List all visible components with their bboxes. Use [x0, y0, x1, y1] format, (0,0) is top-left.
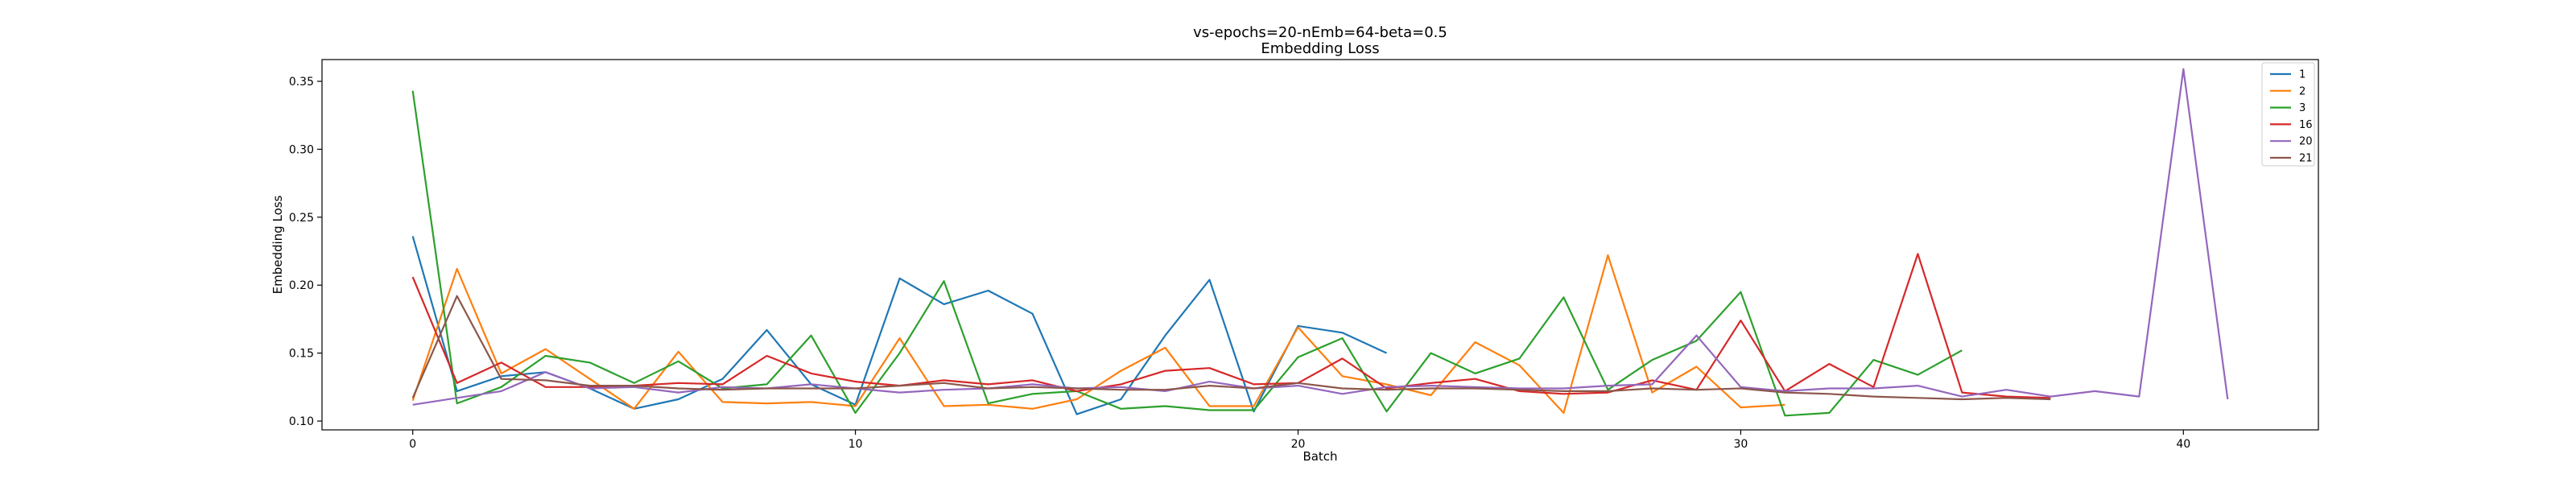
- x-axis: 0 10 20 30 40: [409, 430, 2190, 451]
- x-tick-label: 0: [409, 438, 416, 451]
- x-axis-label: Batch: [1302, 449, 1337, 464]
- y-tick-label: 0.25: [289, 212, 314, 225]
- plot-frame: [321, 59, 2319, 431]
- legend-label-21: 21: [2299, 153, 2313, 165]
- series-lines: [411, 68, 2229, 417]
- y-tick-label: 0.20: [289, 279, 314, 292]
- y-axis: 0.10 0.15 0.20 0.25 0.30 0.35: [289, 76, 322, 428]
- chart-title: vs-epochs=20-nEmb=64-beta=0.5: [1193, 24, 1447, 41]
- legend-box: [2261, 62, 2315, 167]
- legend-label-1: 1: [2299, 69, 2306, 81]
- y-tick-label: 0.10: [289, 415, 314, 428]
- series-line-21: [411, 295, 2051, 401]
- legend-label-16: 16: [2299, 119, 2313, 131]
- series-line-20: [412, 68, 2229, 406]
- x-tick-label: 10: [848, 438, 863, 451]
- series-line-3: [411, 90, 1963, 417]
- legend-label-3: 3: [2299, 102, 2306, 114]
- series-line-2: [411, 254, 1785, 415]
- x-tick-label: 40: [2176, 438, 2190, 451]
- y-tick-label: 0.35: [289, 76, 314, 89]
- legend-label-2: 2: [2299, 85, 2306, 97]
- y-axis-label: Embedding Loss: [270, 195, 285, 294]
- series-line-16: [411, 253, 2051, 399]
- y-tick-label: 0.30: [289, 143, 314, 156]
- plot-area: 0 10 20 30 40 0.10 0.15 0.20 0.25 0.30 0.35: [289, 59, 2319, 451]
- x-tick-label: 30: [1733, 438, 1748, 451]
- x-tick-label: 20: [1291, 438, 1306, 451]
- legend-label-20: 20: [2299, 136, 2313, 148]
- chart-subtitle: Embedding Loss: [1261, 40, 1379, 57]
- y-tick-label: 0.15: [289, 348, 314, 361]
- legend: 1 2 3 16 20 21: [2261, 62, 2315, 167]
